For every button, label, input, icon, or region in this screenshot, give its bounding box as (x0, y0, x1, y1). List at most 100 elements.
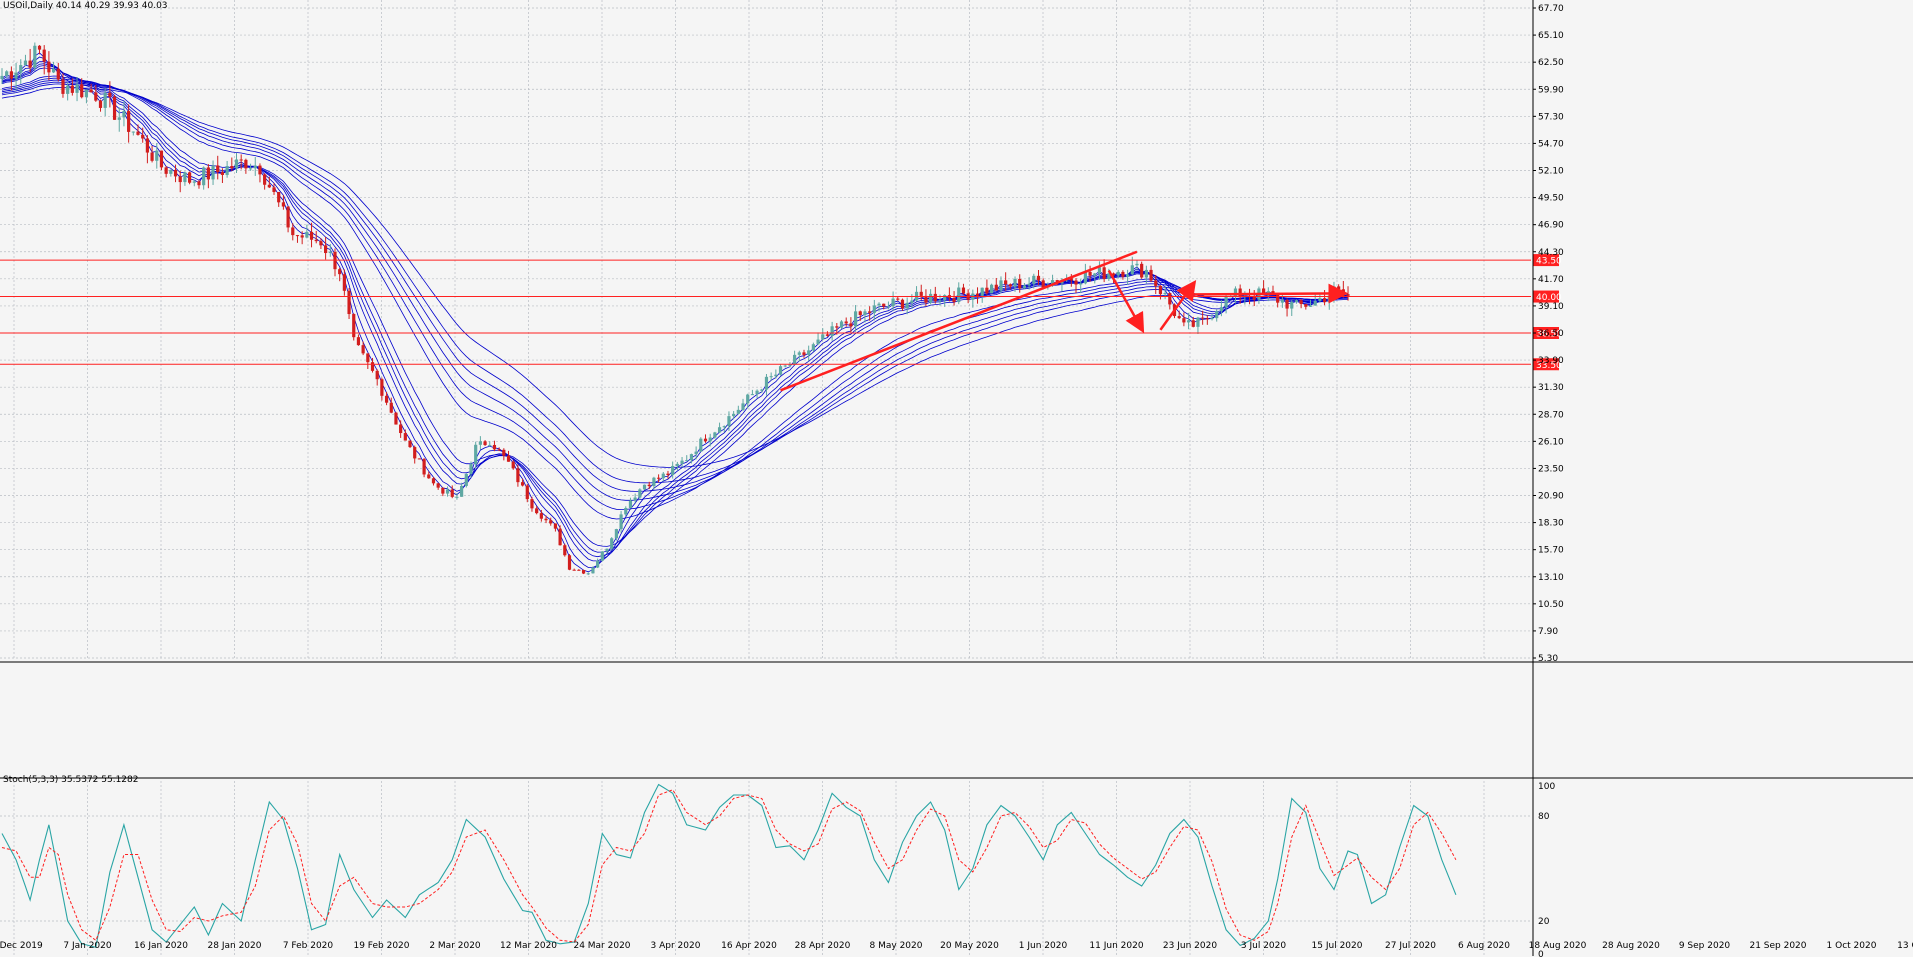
candle-body (680, 460, 684, 464)
candle-body (366, 353, 370, 363)
stoch-panel-title: Stoch(5,3,3) 35.5372 55.1282 (3, 775, 138, 785)
candle-body (596, 560, 600, 568)
candle-body (431, 478, 436, 484)
candle-body (483, 441, 487, 446)
candle-body (244, 159, 248, 169)
candle-body (1262, 288, 1266, 294)
candle-body (5, 71, 9, 76)
candle-body (732, 413, 736, 417)
time-tick-label: 7 Jan 2020 (63, 941, 111, 951)
candle-body (1069, 278, 1073, 281)
time-tick-label: 16 Apr 2020 (721, 941, 777, 951)
candle-body (929, 293, 933, 303)
price-tick-label: 49.50 (1538, 194, 1564, 204)
candle-body (943, 295, 947, 301)
candle-body (178, 176, 182, 183)
candle-body (272, 187, 276, 192)
candle-body (286, 206, 290, 228)
candle-body (1041, 280, 1045, 288)
time-tick-label: 20 May 2020 (940, 941, 999, 951)
candle-body (727, 416, 731, 427)
candle-body (225, 166, 229, 175)
time-tick-label: 24 Mar 2020 (573, 941, 630, 951)
price-tick-label: 15.70 (1538, 546, 1564, 556)
candle-body (291, 227, 295, 236)
moving-average-line (1, 81, 1349, 492)
candle-body (652, 477, 656, 487)
candle-body (816, 339, 820, 345)
candle-body (277, 191, 281, 203)
candle-body (173, 169, 178, 177)
candle-body (474, 444, 478, 465)
candle-body (103, 92, 107, 108)
candle-body (136, 131, 140, 135)
candle-body (1322, 298, 1327, 303)
candle-body (938, 300, 942, 302)
candle-body (1107, 273, 1111, 280)
candle-body (1182, 318, 1186, 323)
candle-body (750, 394, 754, 396)
candle-body (117, 117, 121, 120)
candle-body (1022, 285, 1027, 289)
candle-body (1121, 271, 1125, 277)
candle-body (1027, 283, 1031, 286)
candle-body (516, 468, 520, 483)
candle-body (1276, 294, 1280, 303)
candle-body (713, 432, 717, 438)
candle-body (994, 284, 998, 291)
candle-body (1158, 285, 1163, 295)
candle-body (422, 459, 426, 475)
price-tick-label: 62.50 (1538, 58, 1564, 68)
candle-body (352, 314, 356, 338)
candle-body (811, 344, 815, 351)
candle-body (755, 390, 759, 395)
time-tick-label: 28 Jan 2020 (208, 941, 262, 951)
candle-body (825, 334, 830, 336)
price-tick-label: 54.70 (1538, 139, 1564, 149)
level-tag (1533, 290, 1559, 303)
price-tick-label: 46.90 (1538, 221, 1564, 231)
time-tick-label: 3 Jul 2020 (1241, 941, 1286, 951)
candle-body (549, 520, 553, 524)
candle-body (600, 551, 604, 561)
candle-body (112, 96, 117, 120)
price-tick-label: 13.10 (1538, 573, 1564, 583)
candle-body (506, 455, 511, 462)
price-tick-label: 20.90 (1538, 492, 1564, 502)
level-tag (1533, 254, 1559, 267)
candle-body (952, 297, 956, 303)
candle-body (80, 84, 84, 98)
time-tick-label: 19 Feb 2020 (353, 941, 409, 951)
time-tick-label: 16 Jan 2020 (134, 941, 188, 951)
candle-body (1102, 267, 1106, 280)
candle-body (1219, 307, 1223, 312)
candle-body (802, 352, 806, 355)
candle-body (961, 287, 966, 294)
candle-body (347, 290, 351, 315)
candle-body (675, 463, 679, 466)
time-tick-label: 3 Apr 2020 (651, 941, 701, 951)
candle-body (47, 61, 51, 73)
candle-body (886, 306, 891, 308)
candle-body (933, 293, 937, 302)
candle-body (797, 352, 801, 355)
candle-body (1079, 283, 1083, 285)
candle-body (746, 394, 750, 404)
candle-body (905, 302, 909, 309)
moving-average-line (1, 77, 1349, 510)
candle-body (910, 300, 914, 303)
moving-average-line (1, 79, 1349, 501)
time-tick-label: 8 May 2020 (870, 941, 923, 951)
time-tick-label: 1 Jun 2020 (1019, 941, 1068, 951)
candle-body (1290, 301, 1294, 309)
candle-body (1097, 267, 1102, 274)
candle-body (1135, 263, 1139, 266)
candle-body (248, 168, 253, 170)
candle-body (258, 165, 262, 175)
candle-body (1233, 288, 1238, 297)
candle-body (788, 364, 792, 366)
candle-body (267, 184, 271, 188)
candle-body (1252, 296, 1256, 300)
candle-body (370, 362, 375, 371)
